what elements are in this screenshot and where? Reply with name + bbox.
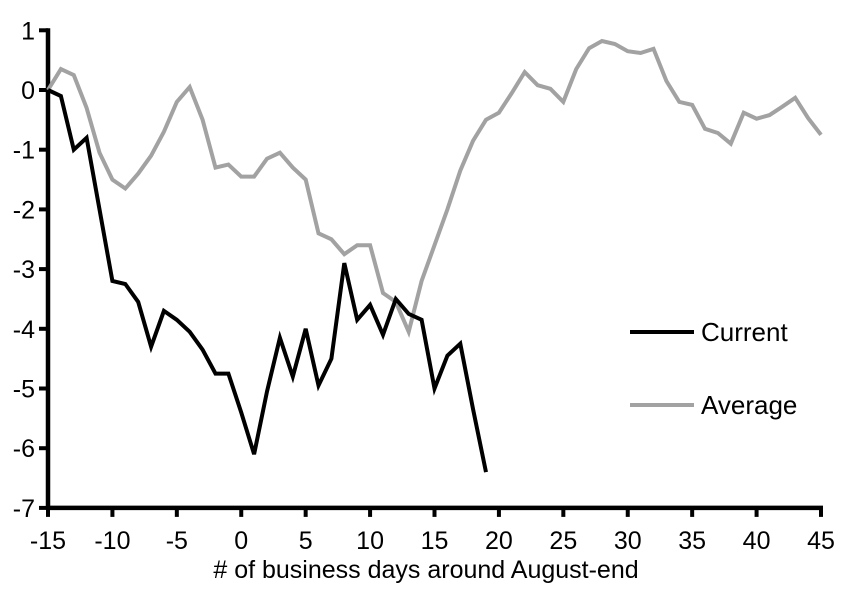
legend-item-average: Average	[630, 389, 797, 421]
y-tick-label: -7	[13, 495, 35, 523]
x-tick-label: 30	[614, 527, 642, 555]
x-tick-label: 35	[678, 527, 706, 555]
y-tick-label: -5	[13, 376, 35, 404]
x-tick-labels: -15 -10 -5 0 5 10 15 20 25 30 35 40 45	[30, 527, 835, 555]
y-tick-label: -3	[13, 256, 35, 284]
x-tick-label: 25	[549, 527, 577, 555]
y-tick-label: -2	[13, 196, 35, 224]
tick-marks	[39, 28, 823, 517]
average-series-line	[46, 38, 823, 338]
x-tick-label: -10	[94, 527, 130, 555]
x-tick-label: 20	[485, 527, 513, 555]
y-tick-labels: 1 0 -1 -2 -3 -4 -5 -6 -7	[13, 17, 35, 523]
current-line-swatch	[630, 330, 694, 334]
x-tick-label: -15	[30, 527, 66, 555]
y-tick-label: -1	[13, 137, 35, 165]
average-line-swatch	[630, 403, 694, 407]
x-tick-label: -5	[166, 527, 188, 555]
y-tick-label: -6	[13, 435, 35, 463]
y-tick-label: -4	[13, 316, 35, 344]
y-tick-label: 1	[21, 17, 35, 45]
legend: Current Average	[630, 316, 797, 462]
x-tick-label: 45	[807, 527, 835, 555]
legend-label-average: Average	[701, 389, 798, 420]
x-tick-label: 0	[234, 527, 248, 555]
x-tick-label: 15	[421, 527, 449, 555]
y-tick-label: 0	[21, 77, 35, 105]
current-series-line	[47, 88, 488, 473]
x-axis-title: # of business days around August-end	[213, 556, 639, 584]
legend-item-current: Current	[630, 316, 797, 348]
x-tick-label: 10	[356, 527, 384, 555]
x-tick-label: 5	[299, 527, 313, 555]
x-tick-label: 40	[743, 527, 771, 555]
legend-label-current: Current	[701, 316, 788, 347]
